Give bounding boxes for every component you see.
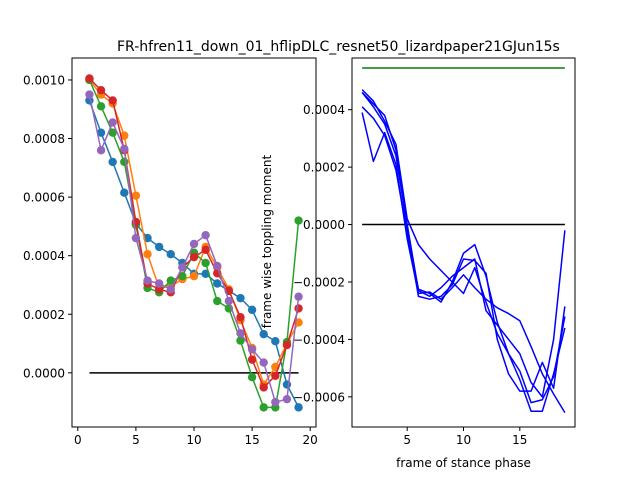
left-series-5-point [247, 345, 257, 354]
left-series-5-point [166, 285, 175, 294]
left-series-3-point [178, 271, 187, 281]
right-x-tick-label: 15 [512, 433, 527, 447]
left-y-tick-label: 0.0004 [23, 249, 65, 263]
right-series-2-line [361, 112, 566, 414]
left-series-1-point [166, 250, 175, 259]
left-series-4-point [201, 245, 210, 255]
left-series-3-point [236, 336, 245, 345]
left-series-4-point [294, 304, 303, 313]
left-series-5-point [259, 358, 268, 367]
left-series-4-point [189, 252, 199, 262]
left-series-4-point [154, 285, 164, 294]
left-series-3-point [247, 373, 257, 382]
left-series-1-point [108, 157, 117, 167]
left-series-4-point [259, 383, 268, 392]
left-x-tick-label: 5 [132, 433, 140, 447]
left-series-5-point [131, 233, 141, 243]
left-series-2-point [143, 250, 152, 259]
left-series-5-point [224, 296, 234, 306]
left-series-5-point [178, 263, 187, 272]
right-series-3-line [361, 106, 566, 412]
left-series-1-point [259, 329, 268, 339]
left-series-5-point [85, 90, 94, 99]
left-series-1-point [213, 279, 222, 288]
left-series-1-point [154, 242, 164, 252]
left-x-tick-label: 20 [303, 433, 318, 447]
left-series-4-point [282, 340, 292, 350]
left-y-tick-label: 0.0006 [23, 191, 65, 205]
left-series-5-point [236, 329, 245, 338]
left-series-3-point [166, 276, 175, 285]
left-series-5-point [108, 118, 117, 127]
left-panel: 0 5 10 15 20 0.0000 0.0002 0.0004 0.0006 0.0008 0.… [23, 57, 318, 447]
left-series-3-point [201, 258, 210, 268]
left-y-tick-label: 0.0010 [23, 73, 65, 87]
left-series-3-point [294, 216, 303, 225]
left-series-1-point [271, 336, 280, 346]
figure-title: FR-hfren11_down_01_hflipDLC_resnet50_liz… [117, 39, 560, 55]
left-series-4-point [85, 74, 94, 83]
left-series-4-point [236, 312, 245, 322]
left-series-5-point [96, 146, 106, 155]
right-y-axis-label: frame wise toppling moment [260, 155, 274, 329]
left-series-5-point [201, 230, 210, 240]
left-y-tick-label: 0.0000 [23, 366, 65, 380]
right-x-tick-label: 10 [456, 433, 471, 447]
right-panel: 5 10 15 −0.0006 −0.0004 −0.0002 0.0000 0.0002 0.… [293, 57, 576, 447]
left-series-5-point [154, 279, 164, 288]
right-x-tick-label: 5 [403, 433, 411, 447]
left-x-tick-label: 15 [244, 433, 259, 447]
left-x-tick-label: 0 [74, 433, 82, 447]
left-x-tick-label: 10 [186, 433, 201, 447]
left-series-2-point [189, 271, 199, 281]
left-series-1-point [282, 380, 292, 389]
left-series-1-point [236, 293, 245, 303]
left-series-1-point [120, 188, 129, 197]
left-series-5-point [271, 397, 280, 407]
right-y-tick-label: −0.0006 [293, 390, 345, 404]
left-series-4-point [96, 86, 106, 95]
left-series-2-point [120, 131, 129, 140]
left-series-5-point [294, 292, 303, 301]
left-series-5-point [213, 261, 222, 271]
left-series-3-point [259, 403, 268, 412]
left-series-3-point [213, 296, 222, 306]
left-series-1-point [96, 128, 106, 137]
left-y-tick-label: 0.0008 [23, 132, 65, 146]
right-y-tick-label: 0.0000 [303, 218, 345, 232]
right-y-tick-label: −0.0004 [293, 333, 345, 347]
right-x-axis-label: frame of stance phase [396, 456, 531, 470]
left-y-tick-label: 0.0002 [23, 308, 65, 322]
left-series-4-point [247, 355, 257, 364]
left-series-5-point [282, 394, 292, 404]
left-series-2-point [131, 191, 141, 200]
left-series-5-point [189, 239, 199, 249]
right-series-4-line [361, 89, 566, 404]
left-series-1-point [294, 403, 303, 412]
left-series-5-point [120, 144, 129, 153]
left-series-3-point [96, 102, 106, 111]
right-y-tick-label: 0.0004 [303, 103, 345, 117]
right-series-5-line [361, 91, 566, 398]
right-series-1-line [361, 91, 566, 392]
left-series-1-point [247, 305, 257, 315]
left-series-5-point [143, 276, 152, 285]
right-y-tick-label: −0.0002 [293, 275, 345, 289]
left-series-3-point [108, 128, 117, 137]
left-series-4-point [108, 96, 117, 105]
left-series-4-point [271, 371, 280, 380]
right-y-tick-label: 0.0002 [303, 161, 345, 175]
